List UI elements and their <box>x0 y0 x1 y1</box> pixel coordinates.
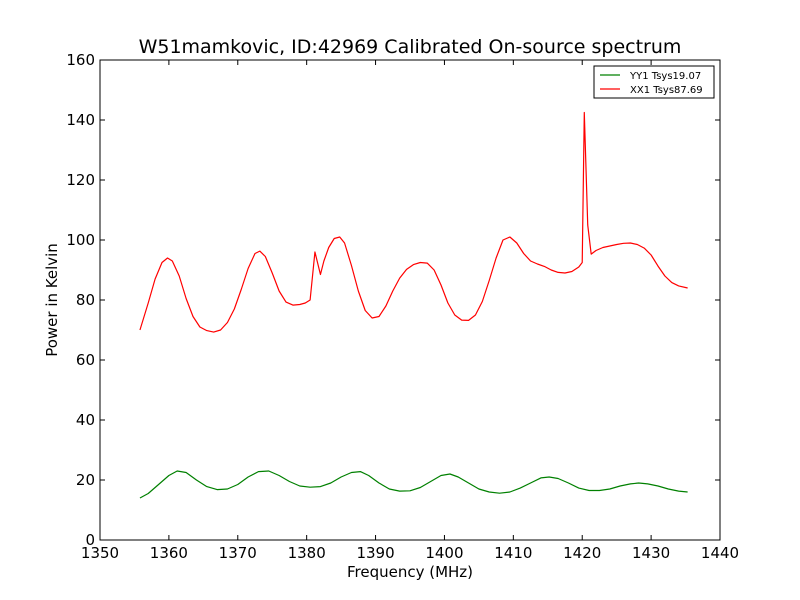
x-axis-label: Frequency (MHz) <box>347 563 473 581</box>
x-tick-label: 1360 <box>150 544 188 562</box>
legend-label-1: YY1 Tsys19.07 <box>629 71 701 82</box>
y-tick-label: 20 <box>76 471 95 489</box>
x-tick-label: 1350 <box>81 544 119 562</box>
x-tick-label: 1370 <box>219 544 257 562</box>
legend: YY1 Tsys19.07 XX1 Tsys87.69 <box>593 65 715 99</box>
y-tick-label: 80 <box>76 291 95 309</box>
x-tick-label: 1440 <box>701 544 739 562</box>
y-tick-label: 60 <box>76 351 95 369</box>
y-tick-label: 100 <box>66 231 95 249</box>
ticks-layer: 1350 1360 1370 1380 1390 1400 1410 1420 1430 1440… <box>66 51 739 562</box>
series-line-2 <box>139 111 688 333</box>
x-tick-label: 1410 <box>494 544 532 562</box>
y-tick-label: 160 <box>66 51 95 69</box>
plot-frame <box>99 59 721 541</box>
x-tick-label: 1400 <box>425 544 463 562</box>
x-tick-label: 1420 <box>563 544 601 562</box>
legend-label-2: XX1 Tsys87.69 <box>630 85 703 96</box>
x-tick-label: 1390 <box>356 544 394 562</box>
y-tick-label: 0 <box>85 531 95 549</box>
legend-box <box>593 65 715 99</box>
y-axis-label: Power in Kelvin <box>43 243 61 357</box>
x-tick-label: 1430 <box>632 544 670 562</box>
y-tick-label: 120 <box>66 171 95 189</box>
x-tick-label: 1380 <box>288 544 326 562</box>
series-layer <box>139 111 688 499</box>
chart-title: W51mamkovic, ID:42969 Calibrated On-sour… <box>139 36 682 58</box>
y-tick-label: 140 <box>66 111 95 129</box>
series-line-1 <box>139 470 688 499</box>
y-tick-label: 40 <box>76 411 95 429</box>
